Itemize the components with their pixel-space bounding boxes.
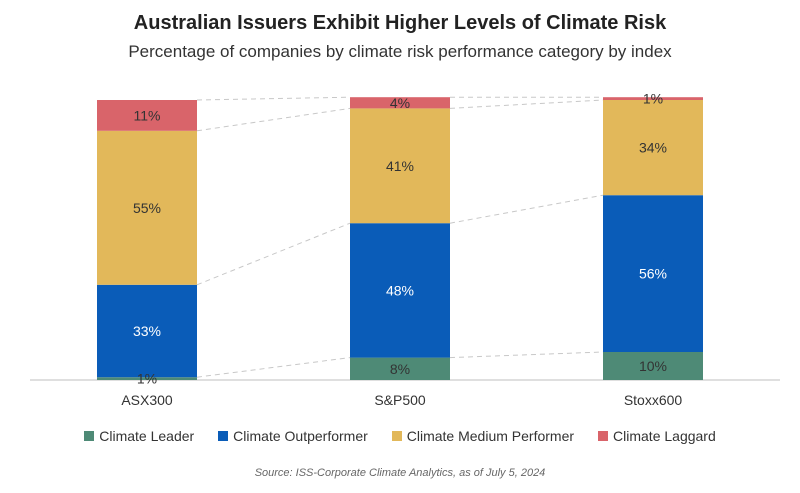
legend-item-climate-medium-performer: Climate Medium Performer bbox=[391, 428, 575, 444]
bar-stoxx600-climate-medium-performer bbox=[603, 100, 703, 196]
data-label: 33% bbox=[133, 323, 161, 339]
data-label: 8% bbox=[390, 361, 410, 377]
legend-label: Climate Leader bbox=[99, 428, 195, 444]
data-label: 41% bbox=[386, 158, 414, 174]
connector-line bbox=[196, 222, 351, 286]
bar-asx300-climate-outperformer bbox=[97, 284, 197, 378]
chart-title: Australian Issuers Exhibit Higher Levels… bbox=[133, 12, 667, 34]
x-tick-label: Stoxx600 bbox=[624, 392, 683, 408]
source-note: Source: ISS-Corporate Climate Analytics,… bbox=[254, 467, 546, 479]
legend-label: Climate Outperformer bbox=[233, 428, 368, 444]
connector-line bbox=[449, 194, 604, 224]
connector-line bbox=[449, 99, 604, 109]
x-tick-label: ASX300 bbox=[121, 392, 173, 408]
x-tick-label: S&P500 bbox=[374, 392, 426, 408]
labels-group: 1% 33% 55% 11% ASX300 8% 48% 41% 4% S&P500 10% 56% 3… bbox=[121, 91, 682, 408]
legend-swatch-climate-leader bbox=[84, 431, 95, 441]
legend: Climate Leader Climate Outperformer Clim… bbox=[0, 428, 800, 444]
data-label: 56% bbox=[639, 266, 667, 282]
data-label: 4% bbox=[390, 95, 410, 111]
bar-stoxx600-climate-leader bbox=[603, 352, 703, 380]
data-label: 1% bbox=[137, 371, 157, 387]
legend-label: Climate Laggard bbox=[613, 428, 716, 444]
data-label: 11% bbox=[134, 107, 161, 123]
legend-item-climate-leader: Climate Leader bbox=[84, 428, 194, 444]
bar-stoxx600-climate-laggard bbox=[603, 97, 703, 100]
connector-line bbox=[196, 96, 351, 101]
data-label: 1% bbox=[643, 91, 663, 107]
legend-item-climate-laggard: Climate Laggard bbox=[598, 428, 716, 444]
connector-line bbox=[196, 107, 351, 132]
bars-group bbox=[30, 97, 780, 381]
bar-s-p500-climate-outperformer bbox=[350, 223, 450, 358]
data-label: 48% bbox=[386, 282, 414, 298]
connector-line bbox=[449, 351, 604, 359]
data-label: 55% bbox=[133, 200, 161, 216]
legend-swatch-climate-medium-performer bbox=[391, 431, 402, 441]
bar-asx300-climate-leader bbox=[97, 377, 197, 380]
chart-subtitle: Percentage of companies by climate risk … bbox=[128, 42, 672, 61]
bar-asx300-climate-medium-performer bbox=[97, 130, 197, 285]
bar-s-p500-climate-leader bbox=[350, 357, 450, 380]
legend-label: Climate Medium Performer bbox=[406, 428, 575, 444]
legend-swatch-climate-laggard bbox=[598, 431, 609, 441]
bar-s-p500-climate-laggard bbox=[350, 97, 450, 109]
legend-item-climate-outperformer: Climate Outperformer bbox=[218, 428, 368, 444]
data-label: 10% bbox=[639, 358, 667, 374]
bar-stoxx600-climate-outperformer bbox=[603, 195, 703, 352]
connector-line bbox=[196, 357, 351, 378]
connector-lines bbox=[196, 96, 604, 378]
data-label: 34% bbox=[639, 140, 667, 156]
chart-svg: 1% 33% 55% 11% ASX300 8% 48% 41% 4% S&P500 10% 56% 3… bbox=[30, 91, 780, 408]
bar-asx300-climate-laggard bbox=[97, 100, 197, 131]
bar-s-p500-climate-medium-performer bbox=[350, 108, 450, 224]
legend-swatch-climate-outperformer bbox=[218, 431, 229, 441]
